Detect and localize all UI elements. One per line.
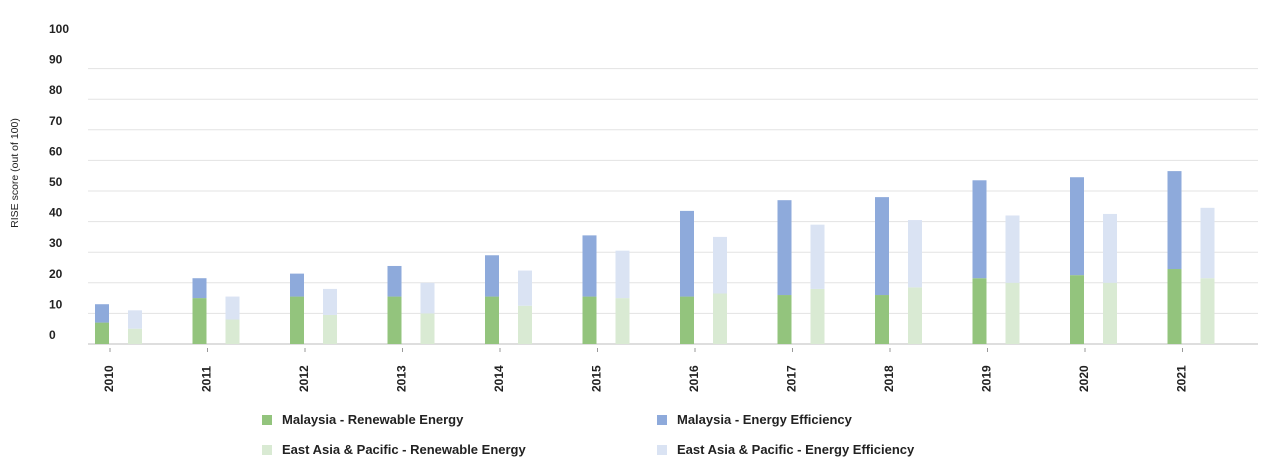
bar-east-asia-pacific-renewable-2017	[810, 288, 825, 344]
legend-swatch	[657, 414, 667, 425]
x-tick-label: 2012	[297, 365, 311, 392]
bar-malaysia-renewable-2010	[95, 322, 109, 344]
x-tick-label: 2017	[785, 365, 799, 392]
bar-malaysia-renewable-2019	[972, 278, 987, 344]
legend-item-eap-efficiency: East Asia & Pacific - Energy Efficiency	[657, 442, 914, 457]
bar-malaysia-efficiency-2020	[1070, 177, 1084, 276]
grid-lines	[88, 68, 1258, 345]
bar-east-asia-pacific-efficiency-2019	[1005, 215, 1020, 283]
bar-east-asia-pacific-renewable-2021	[1200, 278, 1215, 344]
bar-east-asia-pacific-efficiency-2017	[810, 224, 825, 289]
bar-malaysia-renewable-2018	[875, 295, 889, 344]
y-tick-label: 40	[49, 206, 63, 220]
legend-swatch	[262, 414, 272, 425]
bar-malaysia-renewable-2014	[485, 296, 499, 344]
y-tick-label: 0	[49, 328, 56, 342]
bar-east-asia-pacific-efficiency-2020	[1103, 213, 1117, 283]
x-axis-ticks: 2010 2011 2012 2013 2014 2015 2016 2017 2018 2019…	[102, 348, 1189, 392]
bar-east-asia-pacific-efficiency-2010	[128, 310, 142, 329]
y-tick-label: 10	[49, 297, 63, 311]
bar-east-asia-pacific-efficiency-2018	[908, 220, 922, 288]
y-axis-ticks: 0 10 20 30 40 50 60 70 80 90 100	[49, 22, 69, 342]
y-tick-label: 100	[49, 22, 69, 36]
bar-malaysia-renewable-2012	[290, 296, 304, 344]
bar-malaysia-efficiency-2016	[680, 210, 694, 297]
bar-east-asia-pacific-renewable-2013	[420, 313, 435, 344]
legend-swatch	[657, 444, 667, 455]
chart-legend: Malaysia - Renewable Energy Malaysia - E…	[262, 412, 1022, 460]
bar-malaysia-efficiency-2012	[290, 273, 304, 297]
y-tick-label: 70	[49, 114, 63, 128]
legend-label: East Asia & Pacific - Renewable Energy	[282, 442, 526, 457]
y-tick-label: 90	[49, 53, 63, 67]
legend-item-malaysia-renewable: Malaysia - Renewable Energy	[262, 412, 463, 427]
bar-malaysia-renewable-2017	[777, 295, 792, 344]
bar-east-asia-pacific-renewable-2012	[323, 314, 337, 344]
x-tick-label: 2016	[687, 365, 701, 392]
x-tick-label: 2015	[590, 365, 604, 392]
bar-malaysia-renewable-2016	[680, 296, 694, 344]
bar-malaysia-efficiency-2011	[192, 278, 207, 299]
bar-malaysia-efficiency-2014	[485, 255, 499, 297]
bar-east-asia-pacific-renewable-2010	[128, 328, 142, 344]
bar-east-asia-pacific-renewable-2018	[908, 287, 922, 344]
x-tick-label: 2010	[102, 365, 116, 392]
bar-malaysia-efficiency-2021	[1167, 171, 1182, 270]
legend-label: Malaysia - Energy Efficiency	[677, 412, 852, 427]
bar-malaysia-renewable-2013	[387, 296, 402, 344]
y-axis-title: RISE score (out of 100)	[9, 118, 21, 228]
bar-malaysia-renewable-2021	[1167, 269, 1182, 344]
x-tick-label: 2018	[882, 365, 896, 392]
bar-east-asia-pacific-renewable-2019	[1005, 282, 1020, 344]
bar-east-asia-pacific-efficiency-2013	[420, 282, 435, 314]
legend-item-eap-renewable: East Asia & Pacific - Renewable Energy	[262, 442, 526, 457]
x-tick-label: 2020	[1077, 365, 1091, 392]
x-tick-label: 2021	[1175, 365, 1189, 392]
legend-label: East Asia & Pacific - Energy Efficiency	[677, 442, 915, 457]
bars	[95, 171, 1215, 344]
y-tick-label: 30	[49, 236, 63, 250]
y-tick-label: 20	[49, 267, 63, 281]
bar-east-asia-pacific-renewable-2014	[518, 305, 532, 344]
y-tick-label: 50	[49, 175, 63, 189]
legend-label: Malaysia - Renewable Energy	[282, 412, 464, 427]
bar-malaysia-renewable-2015	[582, 296, 597, 344]
bar-east-asia-pacific-renewable-2016	[713, 293, 727, 344]
x-tick-label: 2014	[492, 365, 506, 392]
bar-east-asia-pacific-efficiency-2014	[518, 270, 532, 306]
legend-item-malaysia-efficiency: Malaysia - Energy Efficiency	[657, 412, 852, 427]
bar-east-asia-pacific-renewable-2020	[1103, 282, 1117, 344]
bar-east-asia-pacific-efficiency-2011	[225, 296, 240, 320]
y-tick-label: 60	[49, 144, 63, 158]
bar-east-asia-pacific-efficiency-2016	[713, 236, 727, 294]
bar-east-asia-pacific-efficiency-2012	[323, 288, 337, 315]
bar-malaysia-efficiency-2015	[582, 235, 597, 297]
legend-swatch	[262, 444, 272, 455]
bar-malaysia-renewable-2011	[192, 298, 207, 344]
bar-east-asia-pacific-efficiency-2015	[615, 250, 630, 299]
bar-malaysia-efficiency-2013	[387, 265, 402, 297]
bar-east-asia-pacific-efficiency-2021	[1200, 207, 1215, 279]
x-tick-label: 2011	[200, 366, 214, 392]
x-tick-label: 2019	[980, 365, 994, 392]
bar-malaysia-efficiency-2018	[875, 197, 889, 296]
bar-malaysia-efficiency-2010	[95, 304, 109, 323]
bar-malaysia-efficiency-2019	[972, 180, 987, 279]
bar-east-asia-pacific-renewable-2015	[615, 298, 630, 344]
y-tick-label: 80	[49, 83, 63, 97]
x-tick-label: 2013	[395, 365, 409, 392]
bar-malaysia-efficiency-2017	[777, 200, 792, 296]
bar-malaysia-renewable-2020	[1070, 275, 1084, 344]
bar-east-asia-pacific-renewable-2011	[225, 319, 240, 344]
